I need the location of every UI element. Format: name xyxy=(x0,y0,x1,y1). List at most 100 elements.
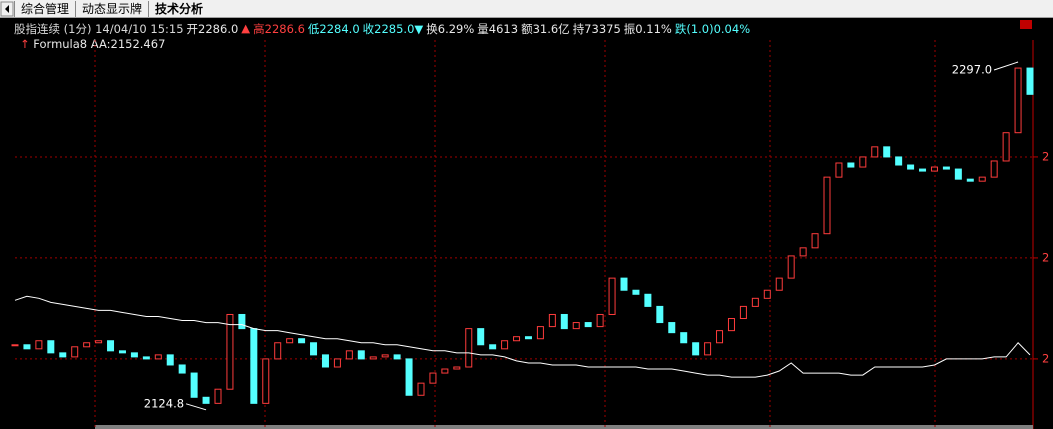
candle xyxy=(787,255,795,279)
formula-arrow: ↑ xyxy=(20,37,30,51)
candle xyxy=(799,247,807,257)
candle xyxy=(441,368,449,374)
candle xyxy=(333,358,341,368)
candle xyxy=(238,313,246,330)
candle xyxy=(166,354,174,366)
candle xyxy=(214,388,222,404)
quote-field: 收2285.0▼ xyxy=(362,22,424,36)
candle xyxy=(393,354,401,360)
candle xyxy=(942,166,950,170)
candle xyxy=(250,328,258,404)
candle xyxy=(644,293,652,307)
candle xyxy=(190,372,198,398)
candle xyxy=(727,318,735,332)
quote-field: 低2284.0 xyxy=(307,22,360,36)
candle xyxy=(35,340,43,350)
candle xyxy=(751,297,759,307)
quote-field: 跌(1.0)0.04% xyxy=(674,22,751,36)
candle xyxy=(978,176,986,182)
candle xyxy=(321,354,329,368)
candle xyxy=(405,358,413,396)
candle xyxy=(298,338,306,344)
candle xyxy=(871,146,879,158)
candle xyxy=(274,342,282,360)
aa-line xyxy=(14,295,1031,378)
candle xyxy=(130,352,138,358)
candle xyxy=(548,313,556,328)
candle xyxy=(966,178,974,182)
candle xyxy=(142,356,150,360)
candle xyxy=(990,160,998,178)
candle xyxy=(680,332,688,344)
candle xyxy=(954,168,962,180)
tab[interactable]: 技术分析 xyxy=(148,0,209,17)
candle xyxy=(465,328,473,368)
candle xyxy=(59,352,67,358)
candle xyxy=(226,313,234,390)
candle xyxy=(453,366,461,370)
candle xyxy=(763,289,771,299)
candle xyxy=(262,358,270,404)
candle xyxy=(692,342,700,356)
candle xyxy=(369,356,377,360)
alert-icon[interactable] xyxy=(1020,20,1032,29)
candle xyxy=(536,326,544,340)
candle xyxy=(202,396,210,404)
candle xyxy=(178,364,186,374)
candle xyxy=(118,350,126,354)
candle xyxy=(859,156,867,168)
candle xyxy=(71,346,79,358)
annotation-leader xyxy=(993,61,1019,71)
scrollbar[interactable] xyxy=(95,425,1033,429)
candle xyxy=(668,322,676,334)
candle xyxy=(477,328,485,346)
quote-field: 开2286.0 xyxy=(186,22,239,36)
candle xyxy=(286,338,294,344)
quote-field: ▲ xyxy=(241,21,251,35)
candle xyxy=(632,289,640,295)
annotation-label: 2297.0 xyxy=(952,63,992,77)
candle xyxy=(417,382,425,396)
candle xyxy=(596,313,604,328)
quote-field: 额31.6亿 xyxy=(521,22,570,36)
candle xyxy=(310,342,318,356)
quote-field: 股指连续 (1分) 14/04/10 15:15 xyxy=(14,22,184,36)
y-tick-label: 2 xyxy=(1042,351,1049,365)
quote-field: 换6.29% xyxy=(426,22,475,36)
tab[interactable]: 动态显示牌 xyxy=(75,0,148,17)
candle xyxy=(345,350,353,360)
candle xyxy=(560,313,568,330)
candle xyxy=(572,322,580,330)
tab-scroll-left[interactable] xyxy=(0,1,14,17)
quote-field: 持73375 xyxy=(572,22,621,36)
y-tick-label: 2 xyxy=(1042,250,1049,264)
candle xyxy=(584,322,592,328)
candle xyxy=(620,277,628,291)
candle xyxy=(919,168,927,172)
candle xyxy=(1026,67,1034,95)
tab-bar: 综合管理 动态显示牌 技术分析 xyxy=(0,0,1053,18)
annotation-leader xyxy=(185,403,207,411)
candle xyxy=(1014,67,1022,134)
candle xyxy=(47,340,55,354)
candle xyxy=(489,344,497,350)
candle xyxy=(107,340,115,352)
candle xyxy=(835,162,843,178)
candle xyxy=(501,340,509,350)
candle xyxy=(357,350,365,360)
price-chart: 2 2 2 2297.0 2124.8 xyxy=(11,20,1049,429)
quote-info: 股指连续 (1分) 14/04/10 15:15 开2286.0 ▲ 高2286.6 低… xyxy=(14,21,753,37)
formula-value: AA:2152.467 xyxy=(90,37,166,51)
candle xyxy=(823,176,831,235)
candle xyxy=(775,277,783,291)
quote-field: 高2286.6 xyxy=(253,22,305,36)
candle xyxy=(716,330,724,344)
annotation-label: 2124.8 xyxy=(144,396,184,410)
candle xyxy=(656,305,664,324)
candle xyxy=(930,166,938,172)
candle xyxy=(739,305,747,320)
quote-field: 振0.11% xyxy=(623,22,672,36)
tab[interactable]: 综合管理 xyxy=(14,0,75,17)
candle xyxy=(704,342,712,356)
